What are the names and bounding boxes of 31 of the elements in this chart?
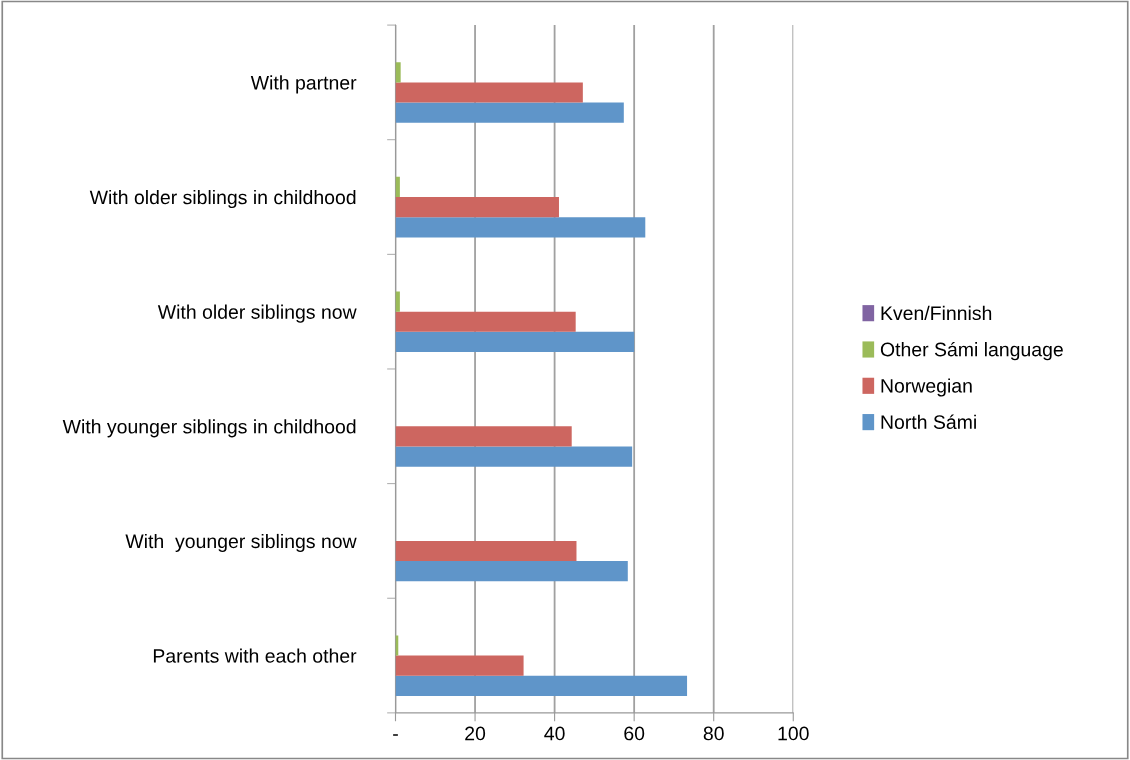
legend-label: Other Sámi language [880, 341, 1063, 361]
bar [395, 426, 572, 447]
bar [395, 102, 624, 123]
y-tick-label: With younger siblings now [125, 533, 357, 553]
x-tick-label: 80 [703, 726, 724, 741]
x-tick-label: - [393, 734, 398, 736]
legend-label: Norwegian [881, 378, 972, 397]
bar [395, 675, 688, 696]
y-tick-label: Parents with each other [153, 648, 357, 663]
legend-label: Kven/Finnish [881, 305, 992, 321]
bar [395, 197, 559, 218]
bar [395, 176, 400, 198]
x-tick-label: 60 [624, 726, 645, 741]
bar [395, 540, 577, 562]
bar [395, 655, 524, 676]
y-tick-label: With partner [250, 75, 357, 94]
bar [395, 82, 583, 103]
legend-label: North Sámi [881, 414, 976, 430]
bar [395, 311, 576, 332]
y-tick-label: With older siblings now [157, 304, 357, 323]
bar [395, 62, 401, 83]
bar [395, 331, 635, 353]
bar [395, 446, 633, 467]
bar [395, 217, 646, 238]
y-tick-label: With older siblings in childhood [89, 189, 356, 209]
bar [395, 561, 628, 582]
y-tick-label: With younger siblings in childhood [62, 419, 356, 438]
x-tick-label: 40 [544, 726, 565, 741]
x-tick-label: 20 [465, 726, 486, 741]
x-tick-label: 100 [778, 726, 809, 741]
bar [395, 291, 400, 312]
